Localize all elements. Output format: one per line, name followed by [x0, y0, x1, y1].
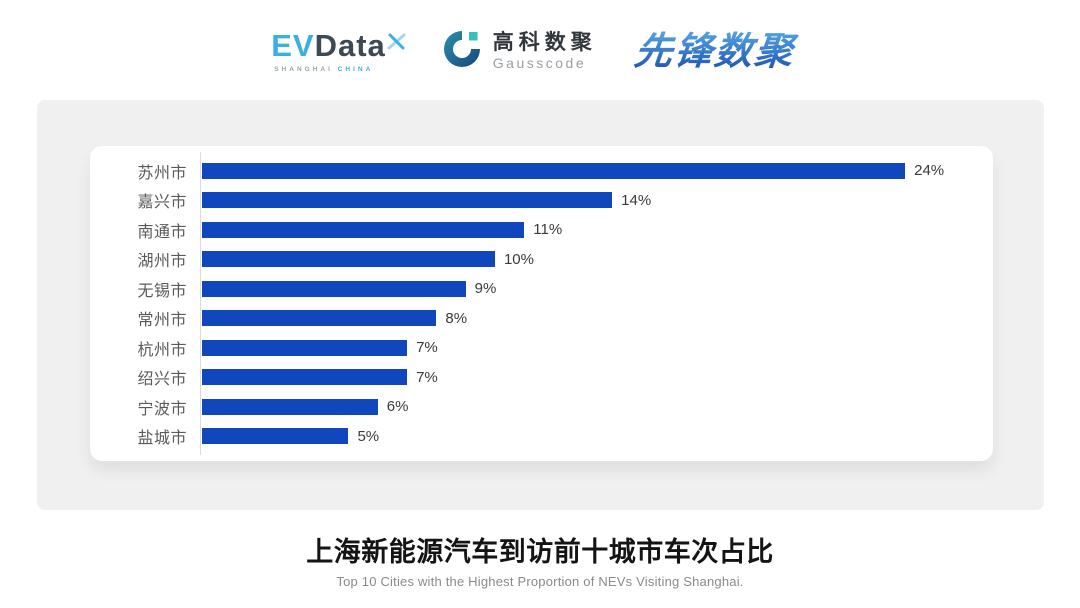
xianfeng-logo: 先锋数聚: [631, 27, 809, 75]
bar-苏州市: [202, 162, 906, 179]
category-label: 盐城市: [137, 430, 187, 448]
chart-subtitle: Top 10 Cities with the Highest Proportio…: [336, 574, 744, 589]
evdata-subtext: SHANGHAI CHINA: [274, 66, 373, 73]
category-label: 宁波市: [137, 400, 187, 418]
bar-chart: 苏州市 24% 嘉兴市 14% 南通市 11% 湖州市 10% 无锡市 9% 常州市 8% 杭州市 7% 绍…: [90, 156, 993, 451]
category-label: 绍兴市: [137, 371, 187, 389]
bar-嘉兴市: [202, 192, 613, 209]
category-label: 湖州市: [137, 253, 187, 271]
evdata-subtext-china: CHINA: [337, 65, 374, 73]
gausscode-g-icon: [440, 27, 484, 76]
category-label: 杭州市: [137, 341, 187, 359]
gausscode-text: 高科数聚 Gausscode: [492, 30, 597, 71]
gausscode-name-en: Gausscode: [492, 54, 587, 71]
bar-track: 5%: [200, 422, 993, 452]
value-label: 7%: [416, 368, 438, 386]
evdata-wordmark: EV Data: [271, 30, 406, 61]
y-axis-line: [200, 152, 201, 455]
value-label: 10%: [503, 250, 534, 268]
bar-track: 24%: [200, 156, 993, 186]
bar-无锡市: [202, 280, 466, 297]
category-label: 嘉兴市: [137, 194, 187, 212]
bar-track: 10%: [200, 245, 993, 275]
chart-row: 宁波市 6%: [90, 392, 993, 422]
bar-湖州市: [202, 251, 495, 268]
chart-row: 杭州市 7%: [90, 333, 993, 363]
bar-绍兴市: [202, 369, 408, 386]
bar-track: 9%: [200, 274, 993, 304]
bar-常州市: [202, 310, 437, 327]
bar-track: 7%: [200, 363, 993, 393]
bar-track: 8%: [200, 304, 993, 334]
chart-card: 苏州市 24% 嘉兴市 14% 南通市 11% 湖州市 10% 无锡市 9% 常州市 8% 杭州市 7% 绍…: [90, 146, 993, 461]
bar-track: 11%: [200, 215, 993, 245]
evdata-star-icon: [387, 24, 406, 55]
bar-宁波市: [202, 398, 378, 415]
category-label: 无锡市: [137, 282, 187, 300]
chart-row: 常州市 8%: [90, 304, 993, 334]
value-label: 7%: [416, 339, 438, 357]
bar-盐城市: [202, 428, 349, 445]
chart-row: 盐城市 5%: [90, 422, 993, 452]
evdata-wordmark-ev: EV: [271, 27, 315, 63]
evdata-wordmark-data: Data: [314, 27, 386, 63]
bar-track: 14%: [200, 186, 993, 216]
bar-南通市: [202, 221, 525, 238]
logo-header: EV Data SHANGHAI CHINA: [0, 20, 1080, 82]
value-label: 8%: [445, 309, 468, 327]
category-label: 苏州市: [137, 164, 187, 182]
chart-row: 绍兴市 7%: [90, 363, 993, 393]
evdata-logo: EV Data SHANGHAI CHINA: [271, 30, 406, 73]
chart-row: 无锡市 9%: [90, 274, 993, 304]
bar-杭州市: [202, 339, 408, 356]
chart-row: 南通市 11%: [90, 215, 993, 245]
bar-track: 7%: [200, 333, 993, 363]
evdata-subtext-shanghai: SHANGHAI: [274, 65, 338, 73]
chart-row: 苏州市 24%: [90, 156, 993, 186]
category-label: 南通市: [137, 223, 187, 241]
chart-panel: 苏州市 24% 嘉兴市 14% 南通市 11% 湖州市 10% 无锡市 9% 常州市 8% 杭州市 7% 绍…: [37, 100, 1044, 510]
value-label: 6%: [386, 398, 409, 416]
bar-track: 6%: [200, 392, 993, 422]
category-label: 常州市: [137, 312, 187, 330]
value-label: 11%: [533, 221, 563, 239]
value-label: 5%: [357, 427, 380, 445]
chart-row: 湖州市 10%: [90, 245, 993, 275]
value-label: 14%: [621, 191, 652, 209]
chart-title: 上海新能源汽车到访前十城市车次占比: [306, 537, 774, 567]
gausscode-name-cn: 高科数聚: [492, 30, 597, 54]
xianfeng-logo-text: 先锋数聚: [632, 31, 799, 73]
gausscode-logo: 高科数聚 Gausscode: [440, 27, 597, 76]
value-label: 24%: [914, 162, 945, 180]
chart-row: 嘉兴市 14%: [90, 186, 993, 216]
value-label: 9%: [474, 280, 497, 298]
caption: 上海新能源汽车到访前十城市车次占比 Top 10 Cities with the…: [0, 530, 1080, 589]
